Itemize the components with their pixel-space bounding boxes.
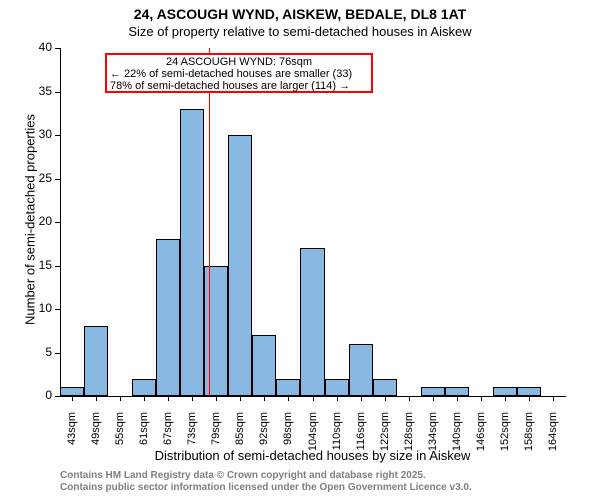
y-tick-mark: [55, 135, 60, 136]
y-tick-mark: [55, 353, 60, 354]
bar: [180, 109, 204, 396]
x-tick-mark: [288, 396, 289, 401]
bar: [493, 387, 517, 396]
y-tick-mark: [55, 266, 60, 267]
x-tick-mark: [168, 396, 169, 401]
marker-line: [209, 48, 210, 396]
x-tick-mark: [120, 396, 121, 401]
x-tick-mark: [505, 396, 506, 401]
x-tick-mark: [529, 396, 530, 401]
bar: [228, 135, 252, 396]
y-tick-mark: [55, 92, 60, 93]
title-line2: Size of property relative to semi-detach…: [0, 24, 600, 39]
y-tick-label: 40: [22, 40, 52, 54]
bar: [349, 344, 373, 396]
footer-line: Contains public sector information licen…: [60, 482, 472, 493]
x-tick-mark: [144, 396, 145, 401]
annotation-line: 78% of semi-detached houses are larger (…: [110, 80, 368, 92]
y-axis-label: Number of semi-detached properties: [23, 80, 38, 360]
bar: [517, 387, 541, 396]
bar: [421, 387, 445, 396]
bar: [84, 326, 108, 396]
x-tick-mark: [192, 396, 193, 401]
bar: [204, 266, 228, 397]
x-tick-mark: [264, 396, 265, 401]
bar: [252, 335, 276, 396]
bar: [276, 379, 300, 396]
x-tick-mark: [553, 396, 554, 401]
annotation-line: ← 22% of semi-detached houses are smalle…: [110, 68, 368, 80]
annotation-line: 24 ASCOUGH WYND: 76sqm: [110, 56, 368, 68]
bar: [445, 387, 469, 396]
x-axis-label: Distribution of semi-detached houses by …: [60, 448, 565, 463]
y-tick-mark: [55, 48, 60, 49]
bar: [60, 387, 84, 396]
footer-line: Contains HM Land Registry data © Crown c…: [60, 470, 426, 481]
x-tick-mark: [72, 396, 73, 401]
y-tick-label: 0: [22, 388, 52, 402]
x-tick-mark: [457, 396, 458, 401]
bar: [156, 239, 180, 396]
x-tick-mark: [313, 396, 314, 401]
x-tick-mark: [216, 396, 217, 401]
bar: [373, 379, 397, 396]
y-tick-mark: [55, 179, 60, 180]
x-tick-mark: [337, 396, 338, 401]
y-tick-mark: [55, 396, 60, 397]
x-tick-mark: [96, 396, 97, 401]
y-tick-mark: [55, 222, 60, 223]
x-tick-mark: [361, 396, 362, 401]
title-line1: 24, ASCOUGH WYND, AISKEW, BEDALE, DL8 1A…: [0, 6, 600, 22]
annotation-box: 24 ASCOUGH WYND: 76sqm← 22% of semi-deta…: [105, 53, 373, 93]
y-tick-mark: [55, 309, 60, 310]
x-tick-mark: [409, 396, 410, 401]
bar: [132, 379, 156, 396]
x-tick-mark: [240, 396, 241, 401]
x-tick-mark: [385, 396, 386, 401]
bar: [300, 248, 324, 396]
x-tick-mark: [481, 396, 482, 401]
bar: [325, 379, 349, 396]
x-tick-mark: [433, 396, 434, 401]
